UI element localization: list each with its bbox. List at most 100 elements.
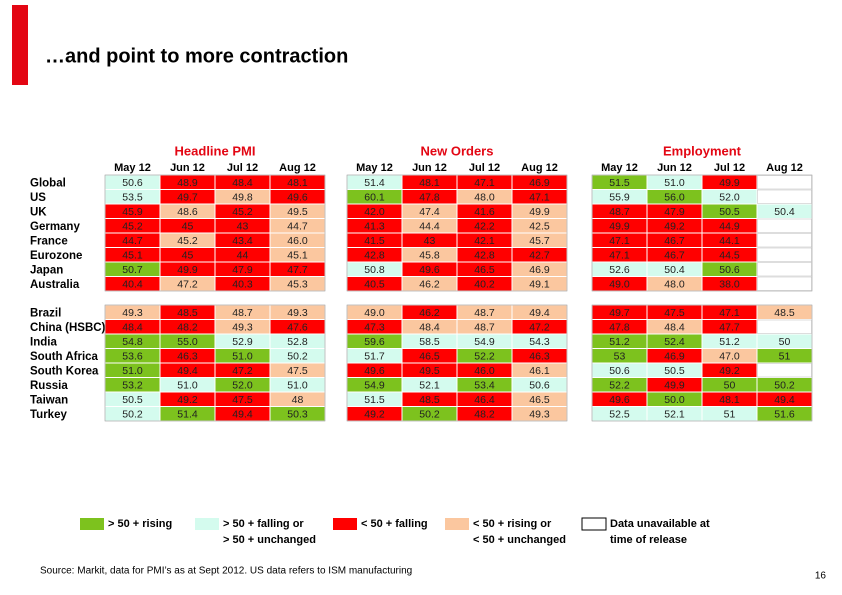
cell-value: 51.0 bbox=[664, 177, 685, 189]
cell-value: 44 bbox=[237, 250, 249, 262]
cell bbox=[347, 363, 402, 377]
cell-value: 49.3 bbox=[529, 409, 550, 421]
cell-value: 44.1 bbox=[719, 235, 740, 247]
cell-value: 47.1 bbox=[609, 250, 630, 262]
cell-value: 53.2 bbox=[122, 380, 143, 392]
legend-label: Data unavailable at bbox=[610, 518, 710, 530]
cell-value: 50.5 bbox=[719, 206, 740, 218]
cell-value: 45 bbox=[182, 250, 194, 262]
cell bbox=[270, 262, 325, 276]
cell bbox=[215, 204, 270, 218]
cell-value: 46.3 bbox=[529, 351, 550, 363]
cell bbox=[702, 392, 757, 406]
cell bbox=[457, 204, 512, 218]
cell-value: 49.4 bbox=[177, 365, 198, 377]
cell bbox=[270, 305, 325, 319]
cell-value: 46.5 bbox=[474, 264, 495, 276]
cell-value: 45.8 bbox=[419, 250, 440, 262]
cell bbox=[757, 262, 812, 277]
cell-value: 47.1 bbox=[474, 177, 495, 189]
cell bbox=[702, 378, 757, 392]
cell bbox=[347, 204, 402, 218]
cell bbox=[160, 190, 215, 204]
cell-value: 50 bbox=[724, 380, 736, 392]
cell bbox=[647, 233, 702, 247]
cell-value: 42.8 bbox=[474, 250, 495, 262]
cell bbox=[702, 204, 757, 218]
cell bbox=[512, 277, 567, 291]
cell bbox=[215, 277, 270, 291]
cell bbox=[757, 276, 812, 291]
row-label: Australia bbox=[30, 279, 80, 291]
cell-value: 48.0 bbox=[474, 192, 495, 204]
cell bbox=[512, 305, 567, 319]
cell bbox=[592, 262, 647, 276]
row-label: US bbox=[30, 192, 46, 204]
cell bbox=[270, 349, 325, 363]
group-title: Employment bbox=[663, 143, 742, 158]
legend-swatch bbox=[80, 518, 104, 530]
source: Source: Markit, data for PMI’s as at Sep… bbox=[40, 566, 412, 577]
cell-value: 41.3 bbox=[364, 221, 385, 233]
cell-value: 47.8 bbox=[609, 322, 630, 334]
cell-value: 48.4 bbox=[232, 177, 253, 189]
cell-value: 49.2 bbox=[664, 221, 685, 233]
cell-value: 48.7 bbox=[609, 206, 630, 218]
cell-value: 47.2 bbox=[177, 279, 198, 291]
cell-value: 50.4 bbox=[664, 264, 685, 276]
cell bbox=[402, 407, 457, 421]
cell bbox=[757, 189, 812, 204]
legend-swatch bbox=[445, 518, 469, 530]
cell-value: 51.4 bbox=[177, 409, 198, 421]
group-title: Headline PMI bbox=[175, 143, 256, 158]
cell bbox=[270, 248, 325, 262]
cell-value: 48.0 bbox=[664, 279, 685, 291]
cell-value: 52.0 bbox=[719, 192, 740, 204]
cell bbox=[105, 334, 160, 348]
cell bbox=[757, 247, 812, 262]
month-header: Jun 12 bbox=[657, 162, 692, 174]
cell-value: 50.2 bbox=[122, 409, 143, 421]
cell bbox=[592, 305, 647, 319]
cell bbox=[270, 334, 325, 348]
cell bbox=[105, 363, 160, 377]
cell bbox=[647, 277, 702, 291]
cell bbox=[270, 190, 325, 204]
cell-value: 46.9 bbox=[529, 177, 550, 189]
cell bbox=[512, 349, 567, 363]
cell-value: 59.6 bbox=[364, 336, 385, 348]
cell bbox=[347, 392, 402, 406]
cell-value: 45.7 bbox=[529, 235, 550, 247]
cell bbox=[160, 219, 215, 233]
cell bbox=[757, 204, 812, 218]
cell bbox=[512, 219, 567, 233]
cell bbox=[457, 233, 512, 247]
cell bbox=[105, 392, 160, 406]
cell-value: 51.4 bbox=[364, 177, 385, 189]
cell-value: 46.5 bbox=[419, 351, 440, 363]
cell-value: 48.7 bbox=[232, 307, 253, 319]
cell-value: 45 bbox=[182, 221, 194, 233]
cell-value: 49.7 bbox=[177, 192, 198, 204]
cell-value: 54.3 bbox=[529, 336, 550, 348]
cell-value: 51.2 bbox=[719, 336, 740, 348]
cell bbox=[702, 407, 757, 421]
legend-swatch bbox=[581, 517, 607, 531]
cell-value: 52.0 bbox=[232, 380, 253, 392]
cell-value: 52.2 bbox=[474, 351, 495, 363]
cell bbox=[160, 175, 215, 189]
cell-value: 52.9 bbox=[232, 336, 253, 348]
cell bbox=[347, 349, 402, 363]
cell bbox=[160, 204, 215, 218]
cell bbox=[105, 378, 160, 392]
cell bbox=[105, 248, 160, 262]
cell-value: 47.0 bbox=[719, 351, 740, 363]
cell bbox=[647, 320, 702, 334]
cell-value: 52.5 bbox=[609, 409, 630, 421]
cell bbox=[457, 392, 512, 406]
cell-value: 44.5 bbox=[719, 250, 740, 262]
cell bbox=[160, 407, 215, 421]
cell bbox=[592, 349, 647, 363]
cell-value: 56.0 bbox=[664, 192, 685, 204]
